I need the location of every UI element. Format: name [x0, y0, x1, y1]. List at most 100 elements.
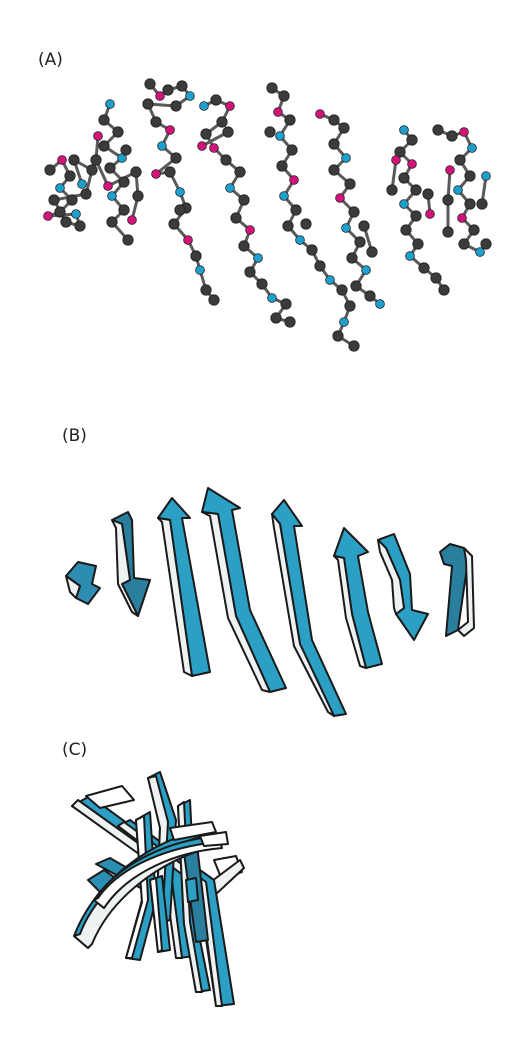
carbon-atom — [480, 238, 492, 250]
nitrogen-atom — [279, 191, 289, 201]
ball-and-stick-model — [43, 78, 492, 352]
carbon-atom — [164, 166, 176, 178]
carbon-atom — [280, 298, 292, 310]
carbon-atom — [234, 166, 246, 178]
carbon-atom — [348, 340, 360, 352]
nitrogen-atom — [71, 209, 81, 219]
carbon-atom — [354, 236, 366, 248]
carbon-atom — [170, 100, 182, 112]
carbon-atom — [464, 198, 476, 210]
carbon-atom — [386, 184, 398, 196]
oxygen-atom — [57, 155, 67, 165]
carbon-atom — [412, 238, 424, 250]
nitrogen-atom — [185, 91, 195, 101]
carbon-atom — [406, 134, 418, 146]
oxygen-atom — [197, 141, 207, 151]
carbon-atom — [216, 116, 228, 128]
oxygen-atom — [151, 169, 161, 179]
nitrogen-atom — [453, 185, 463, 195]
carbon-atom — [276, 160, 288, 172]
oxygen-atom — [457, 213, 467, 223]
carbon-atom — [170, 152, 182, 164]
nitrogen-atom — [325, 275, 335, 285]
carbon-atom — [64, 170, 76, 182]
twisted-sheet-side-view — [71, 771, 245, 1007]
nitrogen-atom — [341, 223, 351, 233]
strand-6 — [333, 527, 383, 669]
carbon-atom — [278, 90, 290, 102]
carbon-atom — [284, 316, 296, 328]
carbon-atom — [344, 300, 356, 312]
carbon-atom — [98, 114, 110, 126]
carbon-atom — [282, 220, 294, 232]
carbon-atom — [400, 224, 412, 236]
carbon-atom — [118, 204, 130, 216]
carbon-atom — [256, 278, 268, 290]
carbon-atom — [44, 164, 56, 176]
carbon-atom — [130, 166, 142, 178]
strand-1 — [65, 561, 101, 605]
carbon-atom — [210, 94, 222, 106]
nitrogen-atom — [199, 101, 209, 111]
oxygen-atom — [155, 91, 165, 101]
carbon-atom — [338, 122, 350, 134]
oxygen-atom — [289, 175, 299, 185]
carbon-atom — [122, 234, 134, 246]
carbon-atom — [284, 114, 296, 126]
nitrogen-atom — [341, 153, 351, 163]
oxygen-atom — [245, 225, 255, 235]
nitrogen-atom — [105, 99, 115, 109]
carbon-atom — [54, 206, 66, 218]
carbon-atom — [200, 284, 212, 296]
nitrogen-atom — [175, 187, 185, 197]
carbon-atom — [410, 210, 422, 222]
panel-b-label: (B) — [62, 426, 87, 446]
nitrogen-atom — [253, 253, 263, 263]
carbon-atom — [120, 144, 132, 156]
carbon-atom — [118, 176, 130, 188]
carbon-atom — [270, 312, 282, 324]
oxygen-atom — [335, 193, 345, 203]
carbon-atom — [346, 252, 358, 264]
strand-5 — [271, 499, 347, 717]
oxygen-atom — [407, 159, 417, 169]
carbon-atom — [306, 244, 318, 256]
carbon-atom — [222, 126, 234, 138]
carbon-atom — [350, 280, 362, 292]
nitrogen-atom — [361, 265, 371, 275]
carbon-atom — [286, 144, 298, 156]
nitrogen-atom — [405, 251, 415, 261]
panel-c-label: (C) — [62, 740, 88, 760]
oxygen-atom — [127, 215, 137, 225]
oxygen-atom — [225, 101, 235, 111]
nitrogen-atom — [275, 131, 285, 141]
nitrogen-atom — [195, 265, 205, 275]
nitrogen-atom — [107, 191, 117, 201]
nitrogen-atom — [157, 141, 167, 151]
carbon-atom — [48, 194, 60, 206]
carbon-atom — [358, 220, 370, 232]
carbon-atom — [208, 294, 220, 306]
carbon-atom — [464, 170, 476, 182]
carbon-atom — [430, 272, 442, 284]
oxygen-atom — [391, 155, 401, 165]
carbon-atom — [366, 246, 378, 258]
nitrogen-atom — [295, 235, 305, 245]
carbon-atom — [176, 80, 188, 92]
carbon-atom — [60, 216, 72, 228]
carbon-atom — [90, 154, 102, 166]
oxygen-atom — [445, 165, 455, 175]
carbon-atom — [468, 224, 480, 236]
strand-2 — [111, 511, 151, 617]
carbon-atom — [144, 78, 156, 90]
carbon-atom — [200, 128, 212, 140]
nitrogen-atom — [399, 125, 409, 135]
carbon-atom — [74, 220, 86, 232]
nitrogen-atom — [267, 293, 277, 303]
nitrogen-atom — [375, 299, 385, 309]
nitrogen-atom — [475, 247, 485, 257]
carbon-atom — [264, 126, 276, 138]
strand-8 — [439, 543, 475, 637]
carbon-atom — [106, 216, 118, 228]
carbon-atom — [332, 330, 344, 342]
